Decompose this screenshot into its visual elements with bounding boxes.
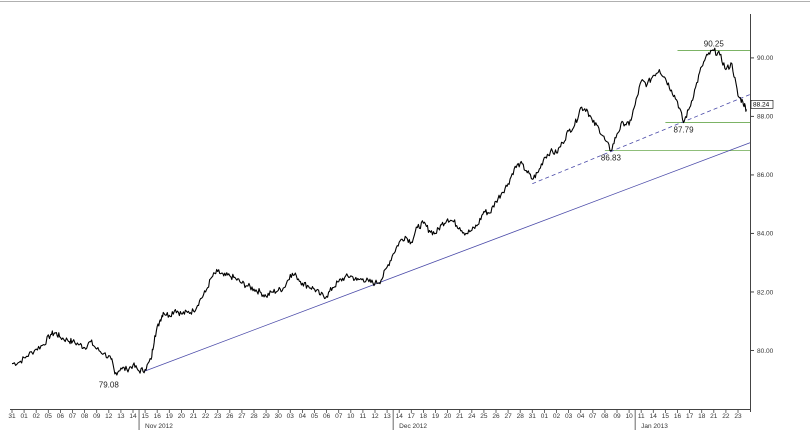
y-axis: 80.00 82.00 84.00 86.00 88.00 90.00 — [750, 55, 774, 355]
x-tick-label: 22 — [202, 413, 210, 420]
x-tick-label: 01 — [20, 413, 28, 420]
x-tick-label: 17 — [686, 413, 694, 420]
x-tick-label: 06 — [323, 413, 331, 420]
x-tick-label: 07 — [69, 413, 77, 420]
x-tick-label: 15 — [662, 413, 670, 420]
x-tick-label: 03 — [287, 413, 295, 420]
price-series — [11, 47, 747, 376]
x-tick-label: 04 — [577, 413, 585, 420]
x-tick-label: 17 — [408, 413, 416, 420]
x-tick-label: 01 — [541, 413, 549, 420]
price-annotation: 86.83 — [601, 154, 622, 163]
x-tick-label: 09 — [613, 413, 621, 420]
x-tick-label: 02 — [33, 413, 41, 420]
trend-lines — [144, 94, 751, 372]
x-tick-label: 11 — [638, 413, 645, 420]
trend-line — [144, 142, 751, 372]
y-tick-label: 82.00 — [757, 289, 774, 296]
x-tick-label: 16 — [154, 413, 162, 420]
x-tick-label: 06 — [57, 413, 65, 420]
x-tick-label: 08 — [601, 413, 609, 420]
month-label: Dec 2012 — [399, 423, 427, 430]
price-line — [11, 47, 747, 376]
x-tick-label: 07 — [335, 413, 343, 420]
x-tick-label: 29 — [262, 413, 270, 420]
x-tick-label: 14 — [650, 413, 658, 420]
x-tick-label: 27 — [504, 413, 512, 420]
x-tick-label: 31 — [529, 413, 537, 420]
x-tick-label: 03 — [565, 413, 573, 420]
x-tick-label: 07 — [589, 413, 597, 420]
x-tick-label: 14 — [129, 413, 137, 420]
x-tick-label: 11 — [360, 413, 367, 420]
y-tick-label: 86.00 — [757, 172, 774, 179]
x-tick-label: 05 — [311, 413, 319, 420]
x-tick-label: 23 — [734, 413, 742, 420]
x-tick-label: 26 — [226, 413, 234, 420]
x-tick-label: 19 — [432, 413, 440, 420]
x-tick-label: 30 — [275, 413, 283, 420]
x-tick-label: 18 — [698, 413, 706, 420]
y-tick-label: 80.00 — [757, 348, 774, 355]
last-value-text: 88.24 — [753, 101, 770, 108]
trend-line — [532, 94, 751, 185]
x-tick-label: 21 — [456, 413, 464, 420]
x-tick-label: 13 — [117, 413, 125, 420]
x-tick-label: 20 — [444, 413, 452, 420]
x-tick-label: 28 — [517, 413, 525, 420]
x-tick-label: 08 — [81, 413, 89, 420]
x-tick-label: 21 — [710, 413, 718, 420]
x-axis: 31 01 02 05 06 07 08 09 12 13 14 15 16 19 20 21 22 23 26 27… — [8, 409, 742, 430]
x-tick-label: 15 — [141, 413, 149, 420]
x-tick-label: 26 — [492, 413, 500, 420]
x-tick-label: 12 — [371, 413, 379, 420]
x-tick-label: 02 — [553, 413, 561, 420]
x-tick-label: 21 — [190, 413, 198, 420]
x-tick-label: 23 — [214, 413, 222, 420]
annotations: 79.08 86.83 87.79 90.25 — [99, 40, 725, 390]
price-annotation: 87.79 — [674, 126, 695, 135]
month-label: Nov 2012 — [145, 423, 173, 430]
x-tick-label: 16 — [674, 413, 682, 420]
x-tick-label: 09 — [93, 413, 101, 420]
x-tick-label: 25 — [480, 413, 488, 420]
y-tick-label: 84.00 — [757, 231, 774, 238]
x-tick-label: 22 — [722, 413, 730, 420]
x-tick-label: 18 — [420, 413, 428, 420]
month-label: Jan 2013 — [641, 423, 668, 430]
x-tick-label: 10 — [625, 413, 633, 420]
x-tick-label: 24 — [468, 413, 476, 420]
y-tick-label: 90.00 — [757, 55, 774, 62]
x-tick-label: 20 — [178, 413, 186, 420]
price-annotation: 79.08 — [99, 380, 120, 389]
x-tick-label: 10 — [347, 413, 355, 420]
x-tick-label: 13 — [383, 413, 391, 420]
x-tick-label: 27 — [238, 413, 246, 420]
last-value-frame — [750, 100, 774, 109]
x-tick-label: 19 — [166, 413, 174, 420]
x-tick-label: 14 — [396, 413, 404, 420]
x-tick-label: 05 — [45, 413, 53, 420]
x-tick-label: 28 — [250, 413, 258, 420]
x-tick-label: 12 — [105, 413, 113, 420]
price-annotation: 90.25 — [704, 40, 725, 49]
x-tick-label: 31 — [8, 413, 16, 420]
x-tick-label: 04 — [299, 413, 307, 420]
y-tick-label: 88.00 — [757, 114, 774, 121]
last-value-box: 88.24 — [750, 100, 774, 109]
